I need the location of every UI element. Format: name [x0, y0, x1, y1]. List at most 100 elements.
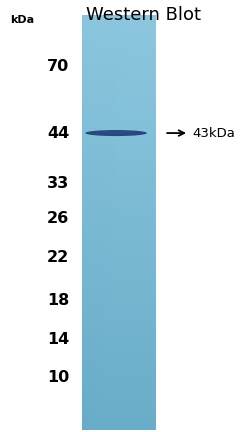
Bar — [82, 405, 156, 406]
Bar — [82, 155, 156, 156]
Bar — [82, 213, 156, 214]
Bar — [82, 172, 156, 173]
Bar — [82, 244, 156, 245]
Bar — [82, 187, 156, 188]
Bar — [82, 225, 156, 226]
Bar — [82, 337, 156, 339]
Bar — [82, 329, 156, 330]
Bar — [82, 57, 156, 59]
Bar — [82, 15, 156, 16]
Bar — [82, 298, 156, 299]
Bar — [82, 272, 156, 273]
Bar — [82, 29, 156, 30]
Bar — [116, 15, 117, 430]
Bar — [82, 46, 156, 47]
Bar — [82, 414, 156, 415]
Bar — [82, 228, 156, 229]
Bar — [82, 59, 156, 60]
Bar — [82, 277, 156, 279]
Bar — [82, 219, 156, 220]
Bar — [82, 127, 156, 128]
Text: 18: 18 — [47, 293, 69, 308]
Bar — [82, 417, 156, 419]
Bar — [82, 49, 156, 51]
Bar — [82, 106, 156, 108]
Bar — [82, 120, 156, 121]
Bar — [123, 15, 124, 430]
Bar — [82, 379, 156, 380]
Bar — [82, 325, 156, 326]
Bar — [82, 129, 156, 130]
Bar — [129, 15, 130, 430]
Bar — [104, 15, 105, 430]
Bar — [82, 257, 156, 258]
Bar — [82, 174, 156, 175]
Bar — [82, 134, 156, 135]
Bar — [82, 26, 156, 28]
Bar — [112, 15, 113, 430]
Bar — [82, 176, 156, 177]
Bar — [82, 105, 156, 106]
Bar — [82, 179, 156, 180]
Bar — [82, 367, 156, 368]
Bar — [82, 240, 156, 241]
Bar — [82, 139, 156, 140]
Ellipse shape — [85, 130, 147, 136]
Bar — [82, 427, 156, 428]
Bar — [82, 87, 156, 88]
Bar — [82, 344, 156, 345]
Bar — [82, 419, 156, 420]
Bar — [132, 15, 133, 430]
Bar — [82, 170, 156, 171]
Bar — [82, 69, 156, 70]
Bar — [82, 266, 156, 267]
Bar — [84, 15, 85, 430]
Bar — [82, 327, 156, 328]
Bar — [82, 76, 156, 77]
Bar — [82, 265, 156, 266]
Bar — [82, 322, 156, 323]
Bar — [82, 178, 156, 179]
Bar — [82, 86, 156, 87]
Bar — [82, 267, 156, 268]
Bar — [82, 424, 156, 425]
Bar — [82, 185, 156, 186]
Bar — [111, 15, 112, 430]
Bar — [82, 394, 156, 396]
Bar — [82, 32, 156, 33]
Bar — [82, 397, 156, 398]
Bar — [82, 121, 156, 122]
Bar — [108, 15, 109, 430]
Bar — [82, 400, 156, 401]
Bar — [82, 209, 156, 210]
Bar — [82, 104, 156, 105]
Bar — [130, 15, 131, 430]
Bar — [149, 15, 150, 430]
Bar — [82, 21, 156, 22]
Bar — [131, 15, 132, 430]
Bar — [82, 175, 156, 176]
Bar — [82, 184, 156, 185]
Bar — [82, 393, 156, 394]
Bar — [82, 20, 156, 21]
Bar — [105, 15, 106, 430]
Bar — [82, 95, 156, 96]
Bar — [106, 15, 107, 430]
Bar — [82, 363, 156, 365]
Bar — [82, 89, 156, 90]
Bar — [82, 88, 156, 89]
Bar — [82, 30, 156, 31]
Bar — [82, 130, 156, 131]
Bar — [82, 191, 156, 192]
Bar — [82, 33, 156, 34]
Bar — [82, 151, 156, 152]
Bar — [82, 211, 156, 212]
Bar — [82, 314, 156, 315]
Bar — [82, 232, 156, 233]
Text: 26: 26 — [47, 211, 69, 226]
Bar — [82, 220, 156, 222]
Bar — [150, 15, 151, 430]
Bar — [82, 126, 156, 127]
Bar — [82, 403, 156, 404]
Bar — [82, 376, 156, 377]
